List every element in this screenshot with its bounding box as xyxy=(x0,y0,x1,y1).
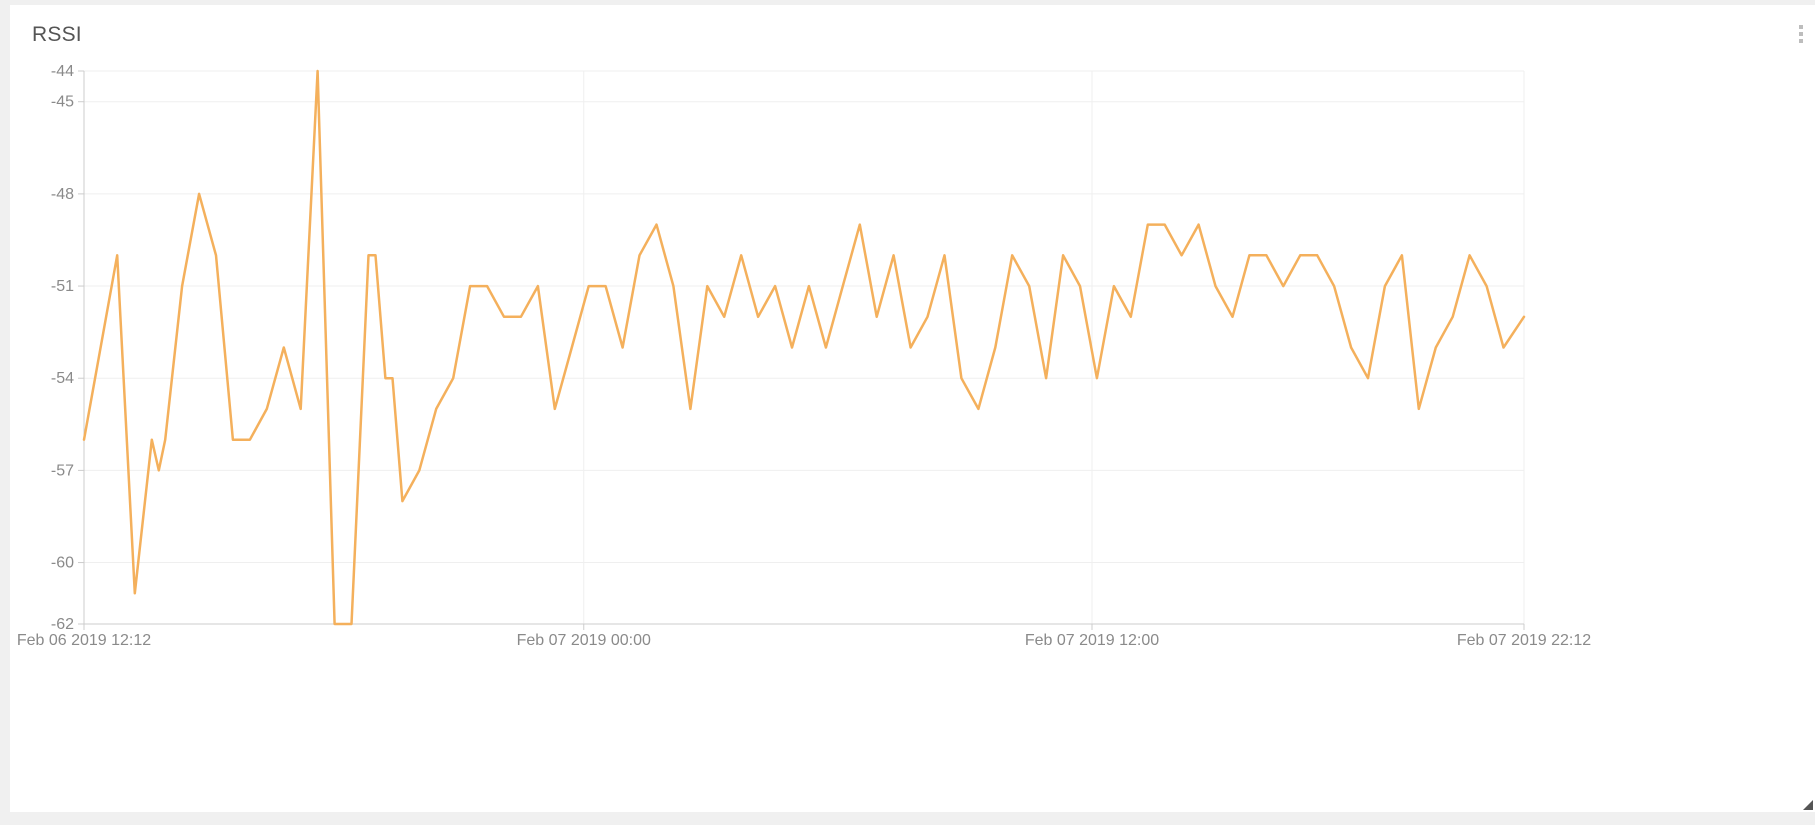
y-tick-label: -54 xyxy=(51,370,74,387)
y-tick-label: -51 xyxy=(51,278,74,295)
vertical-dots-icon[interactable] xyxy=(1797,25,1805,47)
dot xyxy=(1799,32,1803,36)
rssi-series-line xyxy=(82,69,1526,626)
y-tick-label: -48 xyxy=(51,186,74,203)
x-tick-label: Feb 07 2019 22:12 xyxy=(1457,632,1591,649)
widget-title: RSSI xyxy=(32,23,82,46)
y-tick-label: -60 xyxy=(51,555,74,572)
line-layer xyxy=(82,69,1526,626)
chart-widget: RSSI -44 -45 -48 -51 -54 -57 -60 -62 Feb 06 2019… xyxy=(10,5,1815,812)
y-tick-label: -45 xyxy=(51,94,74,111)
x-tick-label: Feb 07 2019 00:00 xyxy=(517,632,651,649)
dot xyxy=(1799,39,1803,43)
dot xyxy=(1799,25,1803,29)
x-tick-label: Feb 06 2019 12:12 xyxy=(17,632,151,649)
y-tick-label: -62 xyxy=(51,616,74,633)
resize-corner-icon[interactable] xyxy=(1803,800,1813,810)
axis-layer xyxy=(78,70,1525,630)
y-tick-label: -44 xyxy=(51,63,74,80)
grid-layer xyxy=(84,70,1525,624)
y-tick-label: -57 xyxy=(51,462,74,479)
x-tick-label: Feb 07 2019 12:00 xyxy=(1025,632,1159,649)
